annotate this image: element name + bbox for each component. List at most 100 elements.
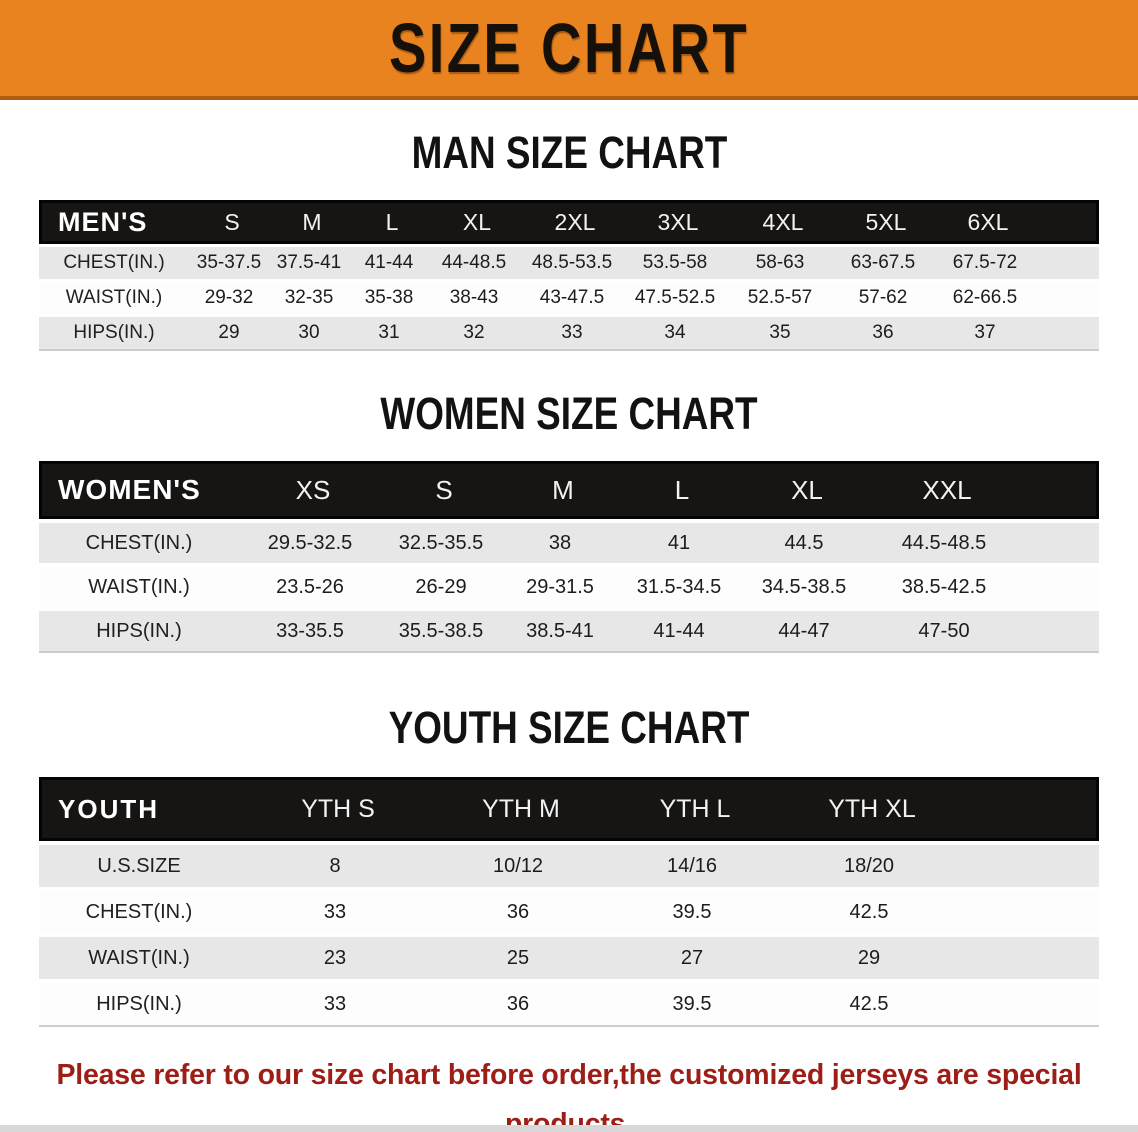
women-column-header: M: [552, 474, 574, 505]
women-size-value: 31.5-34.5: [636, 575, 722, 598]
youth-size-value: 42.5: [849, 900, 889, 923]
women-size-value: 29-31.5: [526, 575, 594, 598]
women-size-value: 35.5-38.5: [398, 619, 484, 642]
women-size-value: 44-47: [778, 619, 830, 642]
women-column-header: XXL: [922, 474, 972, 505]
youth-row-label: HIPS(IN.): [96, 992, 182, 1015]
men-table-corner-label: MEN'S: [58, 206, 148, 237]
youth-size-table: YOUTH YTH S YTH M YTH L YTH XL U.S.SIZE 8 10/12…: [39, 777, 1099, 1027]
men-size-value: 67.5-72: [952, 252, 1018, 273]
youth-size-value: 14/16: [666, 854, 718, 877]
women-size-value: 41-44: [653, 619, 705, 642]
women-row-label: HIPS(IN.): [96, 619, 182, 642]
youth-size-value: 23: [323, 946, 347, 969]
youth-table-header-row: YOUTH YTH S YTH M YTH L YTH XL: [39, 777, 1099, 841]
men-column-header: 5XL: [865, 208, 907, 235]
men-size-value: 62-66.5: [952, 287, 1018, 308]
men-column-header: S: [224, 208, 240, 235]
women-size-value: 34.5-38.5: [761, 575, 847, 598]
men-size-value: 29-32: [204, 287, 254, 308]
men-size-value: 48.5-53.5: [531, 252, 613, 273]
women-table-row: CHEST(IN.) 29.5-32.5 32.5-35.5 38 41 44.5 44.5…: [39, 523, 1099, 563]
youth-size-value: 39.5: [672, 992, 712, 1015]
men-size-value: 43-47.5: [539, 287, 605, 308]
men-column-header: XL: [462, 208, 492, 235]
men-size-value: 34: [664, 322, 686, 343]
women-size-value: 23.5-26: [276, 575, 344, 598]
bottom-edge-strip: [0, 1125, 1138, 1132]
youth-size-value: 39.5: [672, 900, 712, 923]
youth-table-row: CHEST(IN.) 33 36 39.5 42.5: [39, 891, 1099, 933]
women-size-value: 33-35.5: [276, 619, 344, 642]
youth-column-header: YTH S: [301, 794, 375, 823]
men-table-header-row: MEN'S S M L XL 2XL 3XL 4XL 5XL 6XL: [39, 200, 1099, 244]
men-size-value: 44-48.5: [441, 252, 507, 273]
men-table-row: CHEST(IN.) 35-37.5 37.5-41 41-44 44-48.5 48.5…: [39, 247, 1099, 279]
women-size-value: 44.5: [784, 531, 824, 554]
men-size-value: 38-43: [449, 287, 499, 308]
men-size-value: 57-62: [858, 287, 908, 308]
women-column-header: XS: [295, 474, 331, 505]
youth-size-value: 42.5: [849, 992, 889, 1015]
youth-table-corner-label: YOUTH: [58, 793, 159, 824]
men-size-value: 47.5-52.5: [634, 287, 716, 308]
men-column-header: 2XL: [554, 208, 596, 235]
women-size-value: 44.5-48.5: [901, 531, 987, 554]
women-size-value: 29.5-32.5: [267, 531, 353, 554]
disclaimer-line-1: Please refer to our size chart before or…: [56, 1059, 1082, 1132]
women-size-value: 47-50: [918, 619, 970, 642]
women-column-header: S: [435, 474, 453, 505]
men-size-value: 31: [378, 322, 400, 343]
youth-row-label: CHEST(IN.): [85, 900, 193, 923]
men-size-value: 63-67.5: [850, 252, 916, 273]
men-size-value: 53.5-58: [642, 252, 708, 273]
banner-title: SIZE CHART: [389, 9, 749, 87]
men-size-value: 32: [463, 322, 485, 343]
youth-column-header: YTH M: [482, 794, 560, 823]
youth-size-value: 27: [680, 946, 704, 969]
men-size-value: 52.5-57: [747, 287, 813, 308]
youth-table-row: WAIST(IN.) 23 25 27 29: [39, 937, 1099, 979]
men-table-row: WAIST(IN.) 29-32 32-35 35-38 38-43 43-47.5 47.…: [39, 282, 1099, 314]
men-size-value: 37: [974, 322, 996, 343]
women-size-value: 38.5-42.5: [901, 575, 987, 598]
men-column-header: 6XL: [967, 208, 1009, 235]
women-size-value: 26-29: [415, 575, 467, 598]
women-column-header: XL: [791, 474, 823, 505]
women-table-header-row: WOMEN'S XS S M L XL XXL: [39, 461, 1099, 519]
men-size-value: 36: [872, 322, 894, 343]
youth-size-value: 36: [506, 992, 530, 1015]
women-table-corner-label: WOMEN'S: [58, 474, 201, 505]
men-section-title: MAN SIZE CHART: [411, 127, 727, 178]
youth-section-title: YOUTH SIZE CHART: [388, 702, 750, 753]
women-size-value: 38: [548, 531, 572, 554]
youth-table-row: HIPS(IN.) 33 36 39.5 42.5: [39, 983, 1099, 1025]
women-column-header: L: [674, 474, 690, 505]
men-row-label: WAIST(IN.): [65, 287, 163, 308]
youth-size-value: 33: [323, 900, 347, 923]
men-size-value: 41-44: [364, 252, 414, 273]
men-column-header: L: [385, 208, 399, 235]
men-size-table: MEN'S S M L XL 2XL 3XL 4XL 5XL 6XL CHEST(IN.) 35-37…: [39, 200, 1099, 351]
women-table-row: WAIST(IN.) 23.5-26 26-29 29-31.5 31.5-34.5 34…: [39, 567, 1099, 607]
men-size-value: 29: [218, 322, 240, 343]
men-row-label: CHEST(IN.): [63, 252, 165, 273]
women-size-table: WOMEN'S XS S M L XL XXL CHEST(IN.) 29.5-32.5 32.5…: [39, 461, 1099, 653]
youth-size-value: 10/12: [492, 854, 544, 877]
women-size-value: 41: [667, 531, 691, 554]
men-row-label: HIPS(IN.): [73, 322, 155, 343]
women-row-label: CHEST(IN.): [85, 531, 193, 554]
men-table-row: HIPS(IN.) 29 30 31 32 33 34 35 36 37: [39, 317, 1099, 349]
youth-table-row: U.S.SIZE 8 10/12 14/16 18/20: [39, 845, 1099, 887]
youth-size-value: 33: [323, 992, 347, 1015]
youth-size-value: 18/20: [843, 854, 895, 877]
youth-size-value: 29: [857, 946, 881, 969]
women-section-title: WOMEN SIZE CHART: [380, 388, 758, 439]
men-size-value: 35: [769, 322, 791, 343]
youth-row-label: WAIST(IN.): [88, 946, 190, 969]
men-size-value: 35-37.5: [196, 252, 262, 273]
men-column-header: M: [302, 208, 322, 235]
order-disclaimer: Please refer to our size chart before or…: [33, 1051, 1105, 1132]
women-size-value: 38.5-41: [526, 619, 594, 642]
